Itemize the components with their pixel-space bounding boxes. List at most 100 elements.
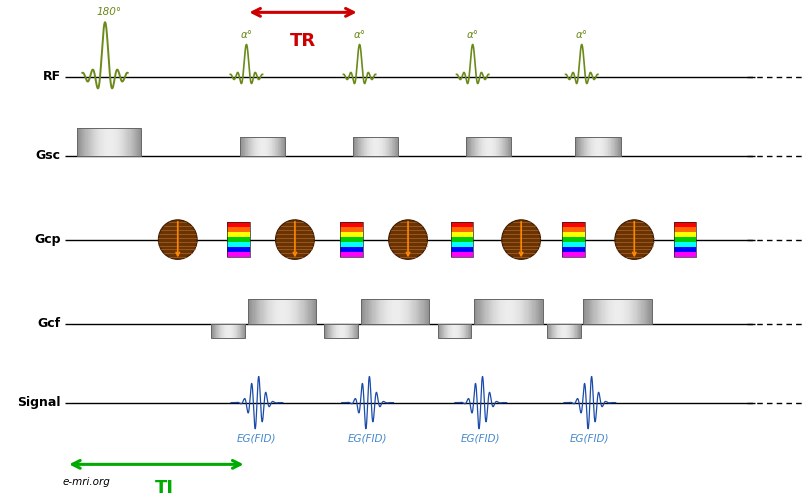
Bar	[509, 299, 511, 324]
Bar	[292, 299, 293, 324]
Bar	[393, 299, 394, 324]
Text: Signal: Signal	[17, 396, 61, 409]
Bar	[227, 237, 250, 242]
Bar	[451, 237, 473, 242]
Bar	[498, 299, 499, 324]
Text: α°: α°	[240, 30, 253, 40]
Bar	[517, 299, 519, 324]
Bar	[596, 299, 598, 324]
Bar	[283, 299, 284, 324]
Bar	[412, 299, 414, 324]
Bar	[139, 128, 141, 156]
Bar	[640, 299, 642, 324]
Bar	[305, 299, 306, 324]
Bar	[621, 299, 622, 324]
Bar	[109, 128, 110, 156]
Bar	[503, 299, 505, 324]
Bar	[541, 299, 542, 324]
Bar	[227, 247, 250, 252]
Bar	[107, 128, 108, 156]
Bar	[99, 128, 100, 156]
Bar	[301, 299, 302, 324]
Bar	[528, 299, 530, 324]
Bar	[377, 299, 378, 324]
Bar	[110, 128, 112, 156]
Bar	[299, 299, 301, 324]
Bar	[603, 299, 604, 324]
Bar	[78, 128, 79, 156]
Bar	[288, 299, 289, 324]
Bar	[607, 299, 608, 324]
Bar	[524, 299, 525, 324]
Bar	[611, 299, 612, 324]
Bar	[519, 299, 520, 324]
Bar	[505, 299, 506, 324]
Bar	[402, 299, 403, 324]
Bar	[585, 299, 587, 324]
Bar	[473, 299, 475, 324]
Bar	[116, 128, 118, 156]
Bar	[310, 299, 312, 324]
Bar	[263, 299, 265, 324]
Bar	[609, 299, 611, 324]
Bar	[595, 299, 596, 324]
Bar	[501, 299, 503, 324]
Bar	[281, 299, 282, 324]
Bar	[487, 299, 489, 324]
Bar	[451, 247, 473, 252]
Bar	[81, 128, 82, 156]
Bar	[259, 299, 260, 324]
Bar	[428, 299, 430, 324]
Bar	[265, 299, 266, 324]
Bar	[378, 299, 379, 324]
Bar	[340, 247, 363, 252]
Bar	[612, 299, 614, 324]
Bar	[486, 299, 487, 324]
Bar	[282, 299, 283, 324]
Bar	[629, 299, 630, 324]
Text: α°: α°	[466, 30, 479, 40]
Bar	[375, 299, 376, 324]
Bar	[584, 299, 585, 324]
Bar	[128, 128, 129, 156]
Bar	[492, 299, 494, 324]
Bar	[562, 252, 585, 257]
Bar	[530, 299, 531, 324]
Text: Gsc: Gsc	[36, 149, 61, 162]
Bar	[499, 299, 500, 324]
Bar	[314, 299, 315, 324]
Bar	[507, 299, 508, 324]
Bar	[403, 299, 404, 324]
Bar	[427, 299, 428, 324]
Text: EG(FID): EG(FID)	[461, 433, 500, 443]
Bar	[371, 299, 372, 324]
Bar	[100, 128, 102, 156]
Bar	[615, 299, 617, 324]
Bar	[575, 137, 621, 156]
Bar	[381, 299, 382, 324]
Bar	[312, 299, 313, 324]
Text: EG(FID): EG(FID)	[238, 433, 276, 443]
Bar	[630, 299, 631, 324]
Bar	[262, 299, 263, 324]
Bar	[562, 227, 585, 232]
Bar	[591, 299, 592, 324]
Bar	[674, 222, 696, 257]
Bar	[121, 128, 122, 156]
Bar	[257, 299, 258, 324]
Bar	[340, 227, 363, 232]
Bar	[639, 299, 640, 324]
Bar	[135, 128, 136, 156]
Bar	[252, 299, 254, 324]
Text: EG(FID): EG(FID)	[570, 433, 609, 443]
Bar	[296, 299, 297, 324]
Bar	[123, 128, 124, 156]
Bar	[520, 299, 521, 324]
Bar	[251, 299, 252, 324]
Text: 180°: 180°	[96, 7, 122, 17]
Bar	[506, 299, 507, 324]
Bar	[414, 299, 415, 324]
Bar	[538, 299, 539, 324]
Bar	[96, 128, 97, 156]
Bar	[451, 242, 473, 247]
